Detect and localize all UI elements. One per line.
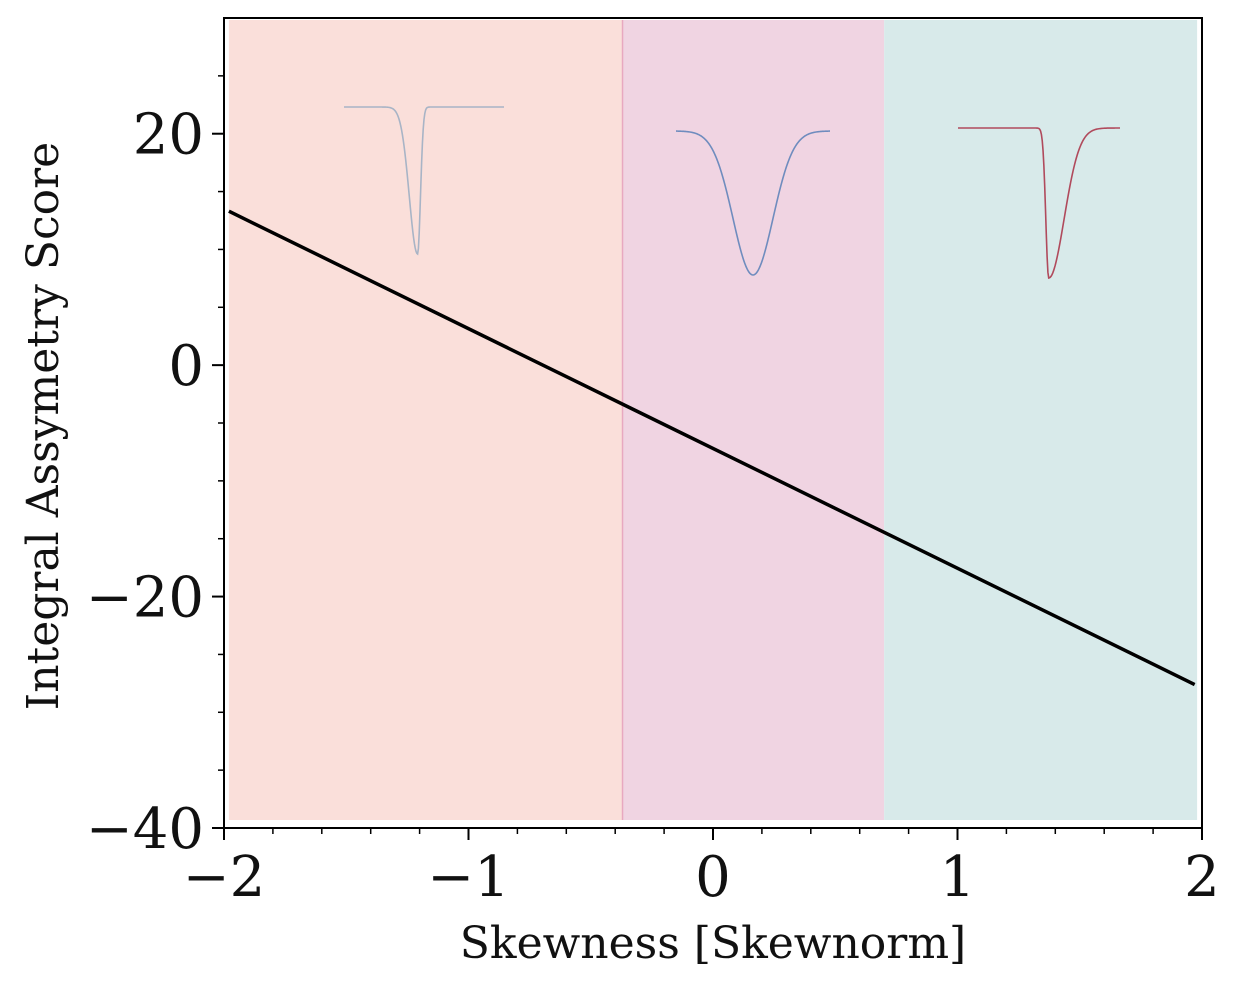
region-symmetric	[622, 20, 885, 820]
x-tick-label: 0	[695, 845, 731, 910]
y-axis-title: Integral Assymetry Score	[18, 142, 69, 710]
y-tick-label: 20	[133, 103, 204, 168]
x-axis-ticks: −2 −1 0 1 2	[183, 828, 1220, 910]
y-axis-ticks: −40 −20 0 20	[86, 75, 224, 862]
series-lines	[228, 209, 1196, 687]
profile-insets	[344, 106, 1120, 279]
symmetric-profile	[675, 130, 831, 276]
x-tick-label: −1	[427, 845, 510, 910]
series-line-0	[228, 209, 1196, 687]
y-tick-label: −40	[86, 797, 204, 862]
x-tick-label: −2	[183, 845, 266, 910]
x-tick-label: 2	[1184, 845, 1220, 910]
region-right-skew	[884, 20, 1198, 820]
left-skewed-profile	[344, 106, 504, 256]
x-axis-title: Skewness [Skewnorm]	[460, 918, 966, 969]
shaded-regions	[228, 20, 1198, 820]
y-tick-label: −20	[86, 566, 204, 631]
x-tick-label: 1	[940, 845, 976, 910]
region-left-skew	[228, 20, 623, 820]
right-skewed-profile	[958, 127, 1120, 279]
y-tick-label: 0	[168, 334, 204, 399]
